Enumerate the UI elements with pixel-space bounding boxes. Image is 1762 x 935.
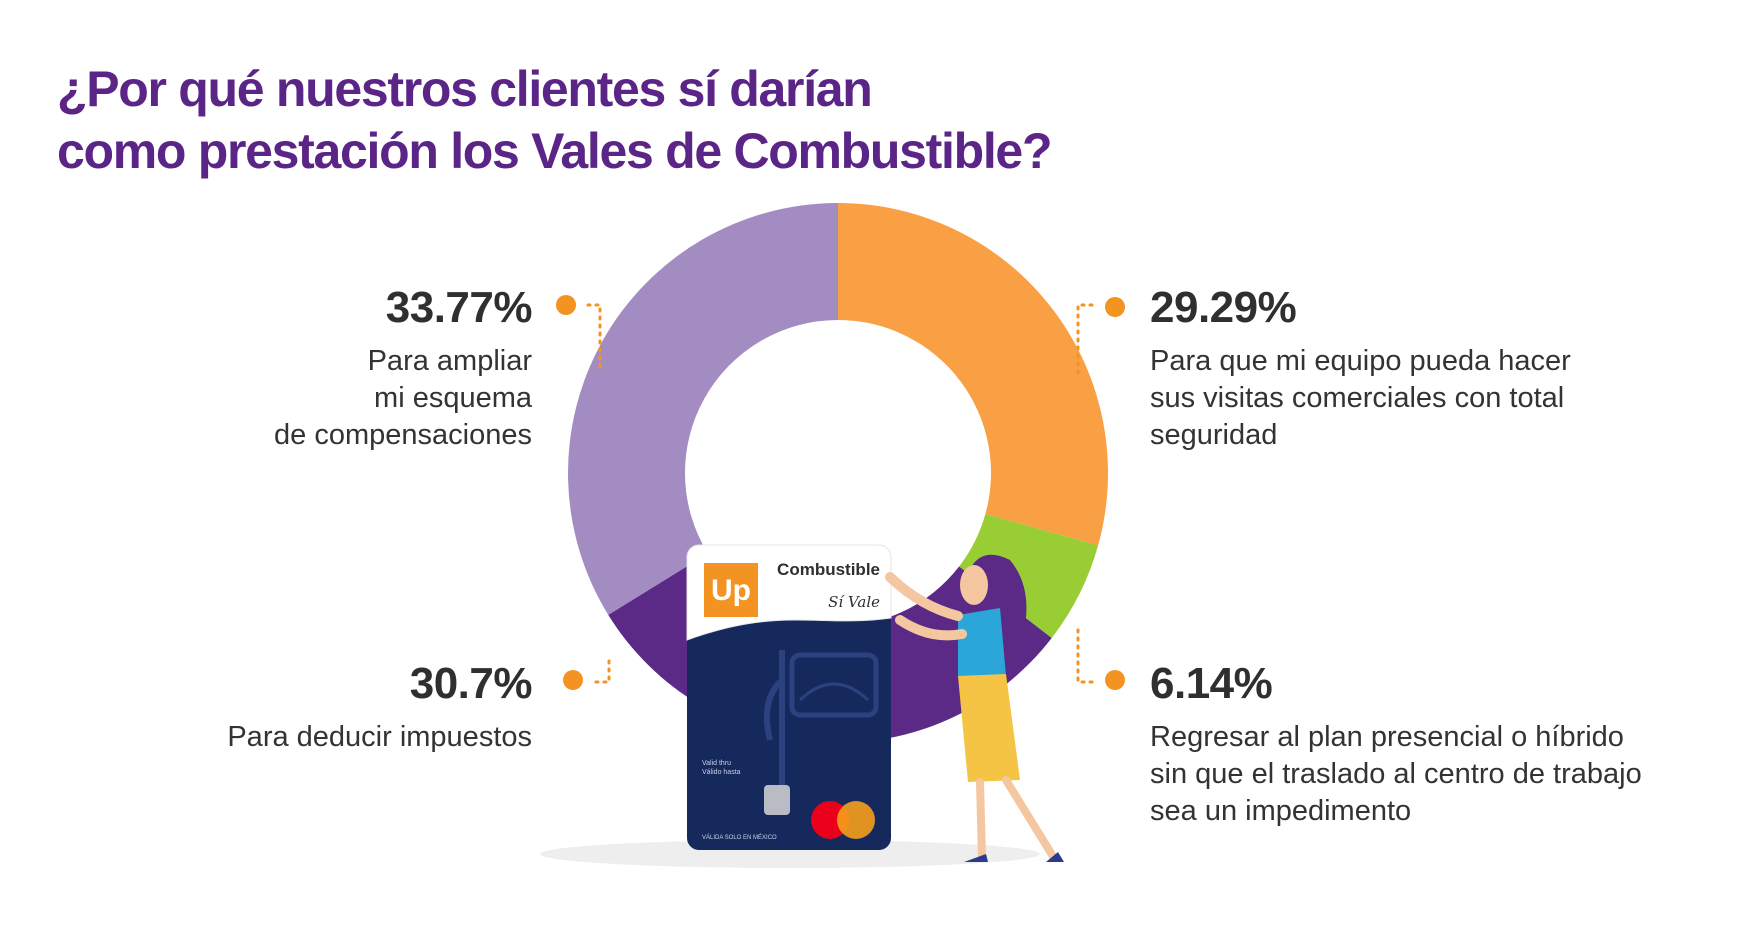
fuel-pump-icon <box>763 650 785 805</box>
category-label: Para que mi equipo pueda hacer sus visit… <box>1150 343 1571 454</box>
desc-line: Para que mi equipo pueda hacer <box>1150 345 1571 377</box>
desc-line: mi esquema <box>374 382 532 414</box>
card-footer-text: VÁLIDA SOLO EN MÉXICO <box>702 834 777 841</box>
leader-dot-3 <box>563 670 583 690</box>
fuel-gauge-icon <box>789 652 879 718</box>
up-logo-icon <box>704 563 758 617</box>
chart-title: ¿Por qué nuestros clientes sí darían com… <box>57 58 1057 182</box>
desc-line: Para deducir impuestos <box>227 721 532 753</box>
label-33-77: 33.77% Para ampliar mi esquema de compen… <box>100 283 532 454</box>
woman-illustration <box>885 554 1064 862</box>
value-label: 33.77% <box>385 283 533 332</box>
woman-arm-2 <box>895 615 967 641</box>
woman-arm-1 <box>885 572 963 621</box>
woman-face <box>960 565 988 605</box>
desc-line: Regresar al plan presencial o híbrido <box>1150 721 1624 753</box>
desc-line: seguridad <box>1150 419 1278 451</box>
woman-shoes <box>964 852 1064 862</box>
woman-skirt <box>958 674 1020 782</box>
donut-slice-2 <box>959 514 1099 639</box>
desc-line: sus visitas comerciales con total <box>1150 382 1565 414</box>
category-label: Para ampliar mi esquema de compensacione… <box>100 343 532 454</box>
value-label: 29.29% <box>1150 283 1297 332</box>
woman-legs <box>976 776 1058 862</box>
card-valid-thru: Valid thru <box>702 760 731 767</box>
leader-lines <box>556 295 1125 690</box>
desc-line: de compensaciones <box>274 419 532 451</box>
value-label: 30.7% <box>409 659 533 708</box>
card-product-label: Combustible <box>777 560 880 579</box>
card-chip <box>764 785 790 815</box>
category-label: Para deducir impuestos <box>100 719 532 756</box>
woman-top <box>958 608 1006 678</box>
leader-dot-2 <box>1105 670 1125 690</box>
label-30-7: 30.7% Para deducir impuestos <box>100 659 532 756</box>
card-brand-script: Sí Vale <box>828 593 880 611</box>
mastercard-icon <box>811 801 849 839</box>
desc-line: sin que el traslado al centro de trabajo <box>1150 758 1642 790</box>
title-line-1: ¿Por qué nuestros clientes sí darían <box>57 61 873 117</box>
up-logo-text: Up <box>711 574 751 607</box>
leader-line-2 <box>1076 623 1094 684</box>
donut-slice-1 <box>838 203 1108 546</box>
leader-line-3 <box>594 658 611 684</box>
desc-line: Para ampliar <box>367 345 532 377</box>
fuel-card-illustration: Up Combustible Sí Vale Valid thru Válido… <box>540 544 1040 868</box>
donut-slice-4 <box>568 203 838 615</box>
label-29-29: 29.29% Para que mi equipo pueda hacer su… <box>1150 283 1571 454</box>
card-shadow <box>540 840 1040 868</box>
leader-line-4 <box>586 303 602 375</box>
title-line-2: como prestación los Vales de Combustible… <box>57 123 1052 179</box>
card-valido-hasta: Válido hasta <box>702 769 741 776</box>
value-label: 6.14% <box>1150 659 1273 708</box>
label-6-14: 6.14% Regresar al plan presencial o híbr… <box>1150 659 1642 830</box>
desc-line: sea un impedimento <box>1150 795 1412 827</box>
leader-line-1 <box>1076 303 1094 375</box>
leader-dot-1 <box>1105 297 1125 317</box>
leader-dot-4 <box>556 295 576 315</box>
category-label: Regresar al plan presencial o híbrido si… <box>1150 719 1642 830</box>
